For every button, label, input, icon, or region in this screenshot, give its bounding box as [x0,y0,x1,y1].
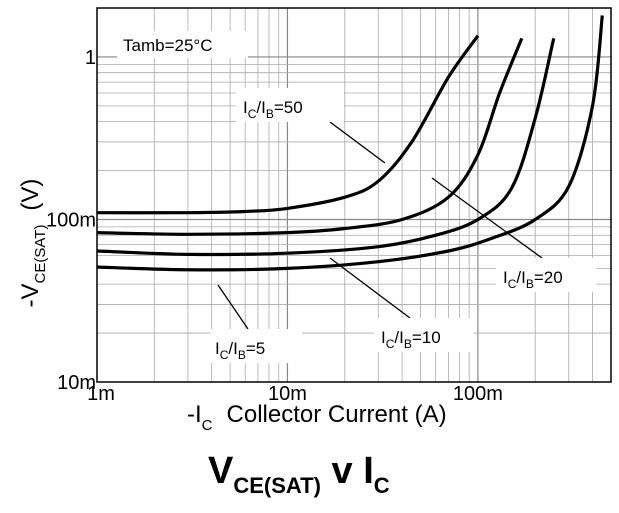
series-line-3 [97,38,556,257]
series-line-2 [97,37,524,236]
x-axis-label-prefix: -I [187,401,202,428]
label-leader-line [217,284,249,330]
label-leader-line [329,257,411,319]
series-label-box [210,329,302,363]
x-tick-label: 10m [268,383,307,405]
label-leader-line [431,177,543,259]
chart-title-sub: CE(SAT) [233,473,321,498]
x-axis-label-sub: C [202,417,213,434]
x-axis-label-text: Collector Current (A) [227,401,447,428]
y-axis-label-unit: (V) [17,179,44,211]
y-axis-label-sub: CE(SAT) [32,225,49,284]
chart-title: VCE(SAT) v IC [208,450,390,498]
x-tick-label: 100m [453,383,503,405]
series-label: IC/IB=5 [215,339,265,362]
x-tick-label: 1m [87,383,115,405]
temperature-box [117,31,248,58]
y-axis-label: -VCE(SAT) (V) [17,179,49,308]
y-tick-label: 10m [57,372,96,394]
y-tick-label: 1 [85,47,96,69]
series-label: IC/IB=50 [243,98,303,121]
series-labels: IC/IB=50 IC/IB=20 IC/IB=10 IC/IB=5 [210,88,596,363]
plot-frame [96,7,612,383]
label-leader-line [329,121,386,164]
temperature-annotation: Tamb=25°C [123,36,212,55]
x-axis-label: -IC Collector Current (A) [187,401,447,434]
series-label: IC/IB=10 [381,328,441,351]
series-line-1 [97,34,480,215]
chart-title-sub2: C [374,473,390,498]
series-label-box [374,318,474,352]
y-axis-label-prefix: -V [17,283,44,307]
chart-title-main: V [208,450,234,492]
series-lines [97,15,604,272]
y-tick-label: 100m [46,209,96,231]
y-tick-labels: 10m 100m 1 [46,47,96,394]
series-label-box [496,258,596,292]
series-line-4 [97,15,604,272]
svg-text:-VCE(SAT)(V): -VCE(SAT) (V) [17,179,49,308]
series-label-box [236,88,344,122]
chart-title-mid: v I [321,450,374,492]
series-label: IC/IB=20 [503,268,563,291]
x-tick-labels: 1m 10m 100m [87,383,503,405]
